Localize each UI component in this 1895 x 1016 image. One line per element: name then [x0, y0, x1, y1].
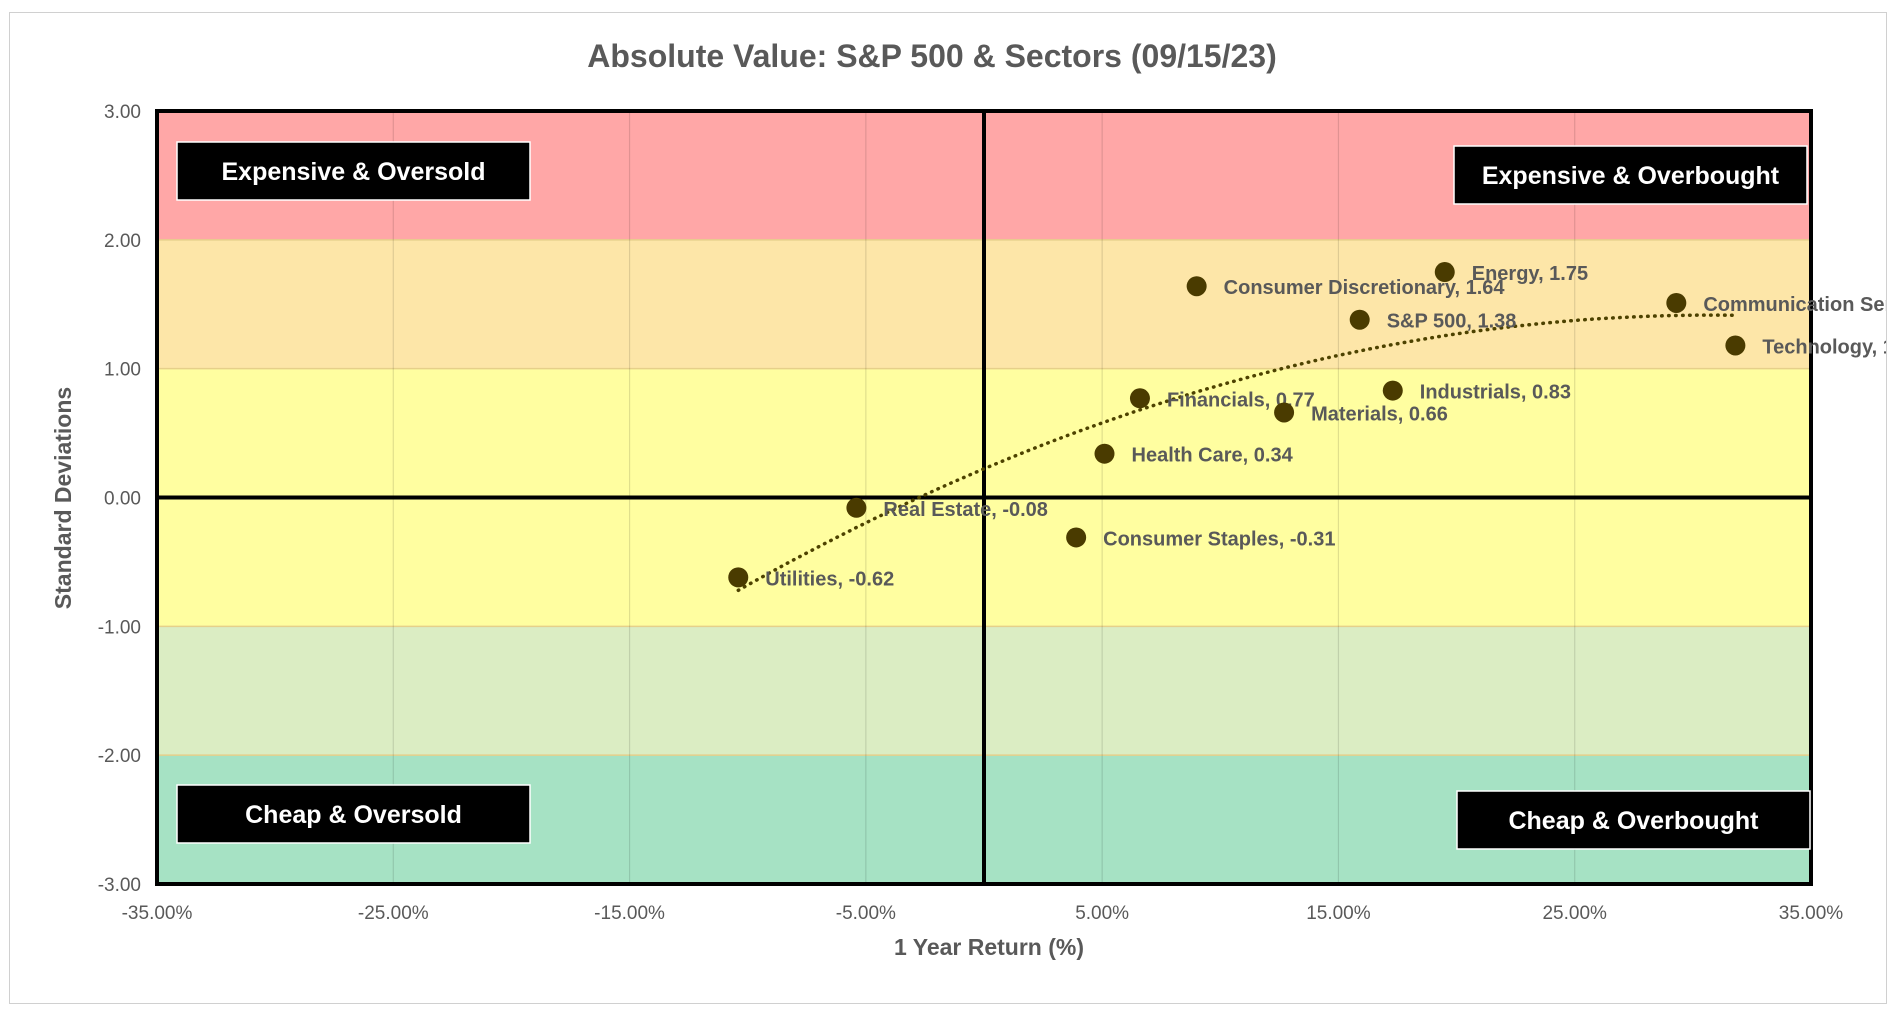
label-s-p-500: S&P 500, 1.38: [1387, 311, 1517, 333]
label-utilities: Utilities, -0.62: [765, 568, 894, 590]
label-materials: Materials, 0.66: [1311, 403, 1448, 425]
label-communication-services: Communication Services, 1.51: [1703, 294, 1886, 316]
y-tick-label: -1.00: [98, 617, 141, 638]
chart-frame: Absolute Value: S&P 500 & Sectors (09/15…: [9, 12, 1887, 1004]
label-energy: Energy, 1.75: [1472, 263, 1588, 285]
x-tick-label: 15.00%: [1306, 903, 1371, 924]
scatter-chart: Absolute Value: S&P 500 & Sectors (09/15…: [50, 38, 1886, 960]
label-consumer-staples: Consumer Staples, -0.31: [1103, 528, 1335, 550]
quadrant-labels: Expensive & Oversold Expensive & Overboug…: [176, 141, 1811, 850]
y-tick-label: 0.00: [104, 489, 141, 510]
point-real-estate: [846, 497, 867, 518]
point-technology: [1725, 335, 1746, 356]
x-tick-label: 5.00%: [1075, 903, 1129, 924]
x-tick-label: -35.00%: [122, 903, 193, 924]
point-utilities: [728, 567, 749, 588]
y-tick-labels: 3.00 2.00 1.00 0.00 -1.00 -2.00 -3.00: [98, 102, 141, 896]
quadrant-label-expensive-oversold: Expensive & Oversold: [221, 158, 485, 186]
chart-title: Absolute Value: S&P 500 & Sectors (09/15…: [587, 38, 1276, 74]
x-tick-labels: -35.00% -25.00% -15.00% -5.00% 5.00% 15.00% 25…: [122, 903, 1844, 924]
point-consumer-discretionary: [1186, 276, 1207, 297]
y-tick-label: -2.00: [98, 746, 141, 767]
x-tick-label: -15.00%: [594, 903, 665, 924]
x-tick-label: 35.00%: [1779, 903, 1844, 924]
x-tick-label: -5.00%: [836, 903, 896, 924]
trendline: [736, 313, 1738, 593]
point-financials: [1129, 388, 1150, 409]
point-s-p-500: [1349, 309, 1370, 330]
point-materials: [1274, 402, 1295, 423]
quadrant-box-expensive-oversold: [176, 141, 531, 201]
y-tick-label: 2.00: [104, 231, 141, 252]
quadrant-box-expensive-overbought: [1453, 145, 1808, 205]
label-health-care: Health Care, 0.34: [1132, 445, 1294, 467]
polynomial-trendline: [736, 313, 1738, 593]
zero-axes: [155, 109, 1813, 886]
quadrant-label-cheap-overbought: Cheap & Overbought: [1508, 807, 1759, 835]
point-industrials: [1382, 380, 1403, 401]
x-tick-label: 25.00%: [1542, 903, 1607, 924]
x-tick-label: -25.00%: [358, 903, 429, 924]
y-tick-label: 3.00: [104, 102, 141, 123]
y-axis-title: Standard Deviations: [50, 387, 76, 609]
point-communication-services: [1666, 292, 1687, 313]
quadrant-label-expensive-overbought: Expensive & Overbought: [1482, 162, 1780, 190]
point-health-care: [1094, 443, 1115, 464]
label-consumer-discretionary: Consumer Discretionary, 1.64: [1224, 277, 1506, 299]
label-real-estate: Real Estate, -0.08: [883, 499, 1048, 521]
label-industrials: Industrials, 0.83: [1420, 382, 1571, 404]
y-tick-label: 1.00: [104, 360, 141, 381]
x-axis-title: 1 Year Return (%): [894, 934, 1084, 960]
y-tick-label: -3.00: [98, 875, 141, 896]
quadrant-box-cheap-overbought: [1456, 790, 1811, 850]
quadrant-box-cheap-oversold: [176, 784, 531, 844]
point-consumer-staples: [1066, 527, 1087, 548]
quadrant-label-cheap-oversold: Cheap & Oversold: [245, 801, 462, 829]
point-energy: [1434, 262, 1455, 283]
label-technology: Technology, 1.18: [1762, 336, 1886, 358]
